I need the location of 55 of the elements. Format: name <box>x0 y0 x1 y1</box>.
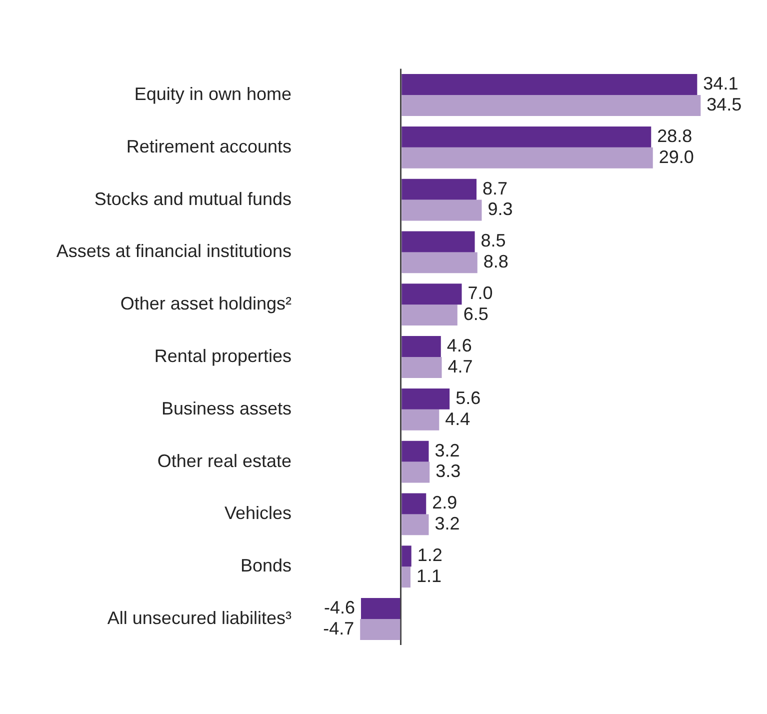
y-tick-label: Stocks and mutual funds <box>94 188 292 209</box>
bar <box>402 409 440 430</box>
bar <box>402 126 652 148</box>
data-label: 8.7 <box>482 178 508 198</box>
data-label: 3.2 <box>434 514 460 534</box>
data-label: -4.6 <box>324 597 355 618</box>
data-label: 28.8 <box>657 126 692 146</box>
y-tick-label: Other asset holdings² <box>120 294 292 314</box>
bar <box>402 304 458 326</box>
bar <box>402 147 653 168</box>
y-tick-label: Retirement accounts <box>126 136 292 156</box>
data-label: 4.6 <box>446 335 472 356</box>
bar <box>402 514 429 536</box>
y-tick-label: Business assets <box>161 398 292 418</box>
bar <box>402 284 462 305</box>
data-label: 8.8 <box>483 252 508 272</box>
bar <box>402 566 410 588</box>
data-label: 9.3 <box>488 199 513 220</box>
y-tick-label: Rental properties <box>154 346 292 366</box>
y-tick-label: Assets at financial institutions <box>56 241 292 262</box>
bar <box>402 462 430 483</box>
bar <box>360 619 400 640</box>
data-label: 4.4 <box>445 408 470 429</box>
data-label: 1.2 <box>417 545 442 566</box>
bar <box>402 357 442 378</box>
y-tick-label: Other real estate <box>157 450 292 471</box>
data-label: 4.7 <box>448 356 473 376</box>
y-tick-label: Equity in own home <box>134 84 292 104</box>
data-label: 2.9 <box>432 492 458 513</box>
bar <box>402 388 450 410</box>
bar <box>402 200 482 221</box>
bar <box>402 252 478 274</box>
data-label: 3.3 <box>436 461 461 482</box>
bar <box>402 231 475 252</box>
y-tick-label: Bonds <box>240 556 292 576</box>
data-label: -4.7 <box>323 618 354 638</box>
data-label: 3.2 <box>434 440 460 460</box>
bar <box>402 95 701 116</box>
bar <box>402 74 698 95</box>
bar <box>402 178 477 200</box>
bar <box>402 493 426 514</box>
data-label: 1.1 <box>416 566 442 586</box>
y-tick-label: All unsecured liabilites³ <box>107 608 292 628</box>
data-label: 7.0 <box>468 283 493 304</box>
data-label: 34.5 <box>706 94 742 114</box>
data-label: 5.6 <box>456 388 481 408</box>
data-label: 6.5 <box>463 304 488 324</box>
bar <box>360 598 400 619</box>
bar <box>402 440 429 462</box>
bar <box>402 336 441 357</box>
data-label: 29.0 <box>658 146 694 167</box>
data-label: 8.5 <box>480 230 506 251</box>
data-label: 34.1 <box>703 73 738 94</box>
bar <box>402 546 412 567</box>
y-tick-label: Vehicles <box>224 503 292 524</box>
